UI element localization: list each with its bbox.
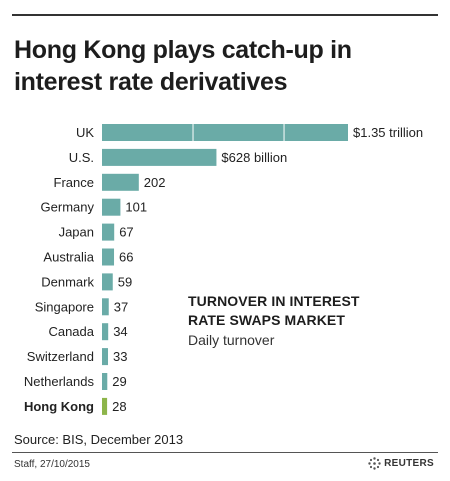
category-label: Japan bbox=[59, 225, 94, 240]
value-label: 37 bbox=[114, 299, 128, 314]
category-label: Hong Kong bbox=[24, 399, 94, 414]
bar bbox=[102, 173, 139, 191]
category-label: Australia bbox=[43, 250, 94, 265]
value-label: 59 bbox=[118, 274, 132, 289]
value-label: $628 billion bbox=[221, 150, 287, 165]
value-label: 101 bbox=[125, 200, 147, 215]
chart-title: Hong Kong plays catch-up in interest rat… bbox=[14, 36, 352, 96]
bar bbox=[102, 198, 121, 216]
top-rule bbox=[12, 14, 438, 16]
bar bbox=[102, 298, 109, 316]
category-label: Singapore bbox=[35, 299, 94, 314]
value-label: $1.35 trillion bbox=[353, 125, 423, 140]
value-label: 67 bbox=[119, 225, 133, 240]
category-label: U.S. bbox=[69, 150, 94, 165]
bar bbox=[102, 348, 109, 366]
source-note: Source: BIS, December 2013 bbox=[14, 432, 184, 447]
bar-chart: UK $1.35 trillion U.S. $628 billion France 20… bbox=[24, 124, 423, 415]
annotation-subtitle: Daily turnover bbox=[188, 332, 275, 348]
value-label: 28 bbox=[112, 399, 126, 414]
category-label: Canada bbox=[48, 324, 94, 339]
bar bbox=[102, 323, 109, 341]
value-label: 66 bbox=[119, 250, 133, 265]
bar bbox=[102, 124, 348, 141]
value-label: 29 bbox=[112, 374, 126, 389]
bar bbox=[102, 273, 113, 291]
bar bbox=[102, 397, 108, 415]
reuters-wordmark: REUTERS bbox=[384, 458, 434, 469]
annotation-title-line-1: TURNOVER IN INTEREST bbox=[188, 293, 360, 309]
bottom-rule bbox=[12, 452, 438, 453]
annotation-title-line-2: RATE SWAPS MARKET bbox=[188, 312, 345, 328]
bar bbox=[102, 223, 115, 241]
category-label: Denmark bbox=[41, 274, 94, 289]
category-label: UK bbox=[76, 125, 94, 140]
bar bbox=[102, 373, 108, 390]
bar bbox=[102, 148, 217, 166]
category-label: Netherlands bbox=[24, 374, 95, 389]
annotation-title: TURNOVER IN INTEREST RATE SWAPS MARKET bbox=[188, 292, 360, 330]
category-label: France bbox=[54, 175, 94, 190]
credit-line: Staff, 27/10/2015 bbox=[14, 459, 90, 470]
reuters-logo: REUTERS bbox=[368, 457, 434, 470]
value-label: 34 bbox=[113, 324, 127, 339]
bar bbox=[102, 248, 115, 266]
category-label: Switzerland bbox=[27, 349, 94, 364]
category-label: Germany bbox=[41, 200, 95, 215]
reuters-dots-icon bbox=[368, 457, 381, 470]
value-label: 202 bbox=[144, 175, 166, 190]
value-label: 33 bbox=[113, 349, 127, 364]
